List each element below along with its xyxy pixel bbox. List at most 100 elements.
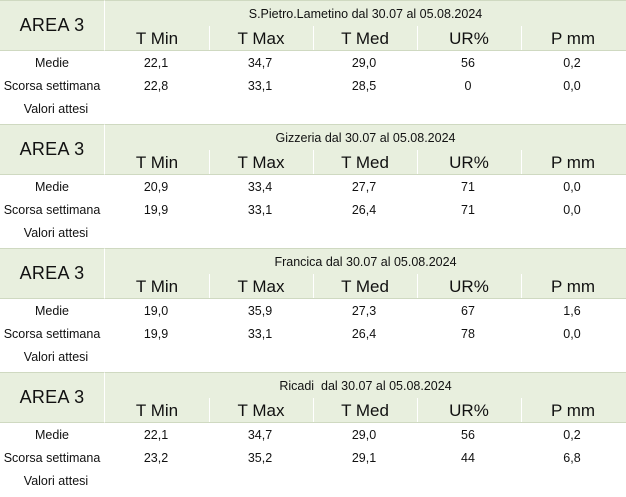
- cell-p-mm: 0,0: [563, 79, 581, 93]
- cell-ur: 71: [461, 203, 475, 217]
- header-p-mm: P mm: [550, 152, 596, 172]
- cell-t-max: 35,9: [247, 304, 273, 318]
- cell-t-med: 27,3: [351, 304, 377, 318]
- header-divider: [417, 26, 418, 50]
- column-header-row: T Min T Max T Med UR% P mm: [104, 274, 626, 299]
- header-t-max: T Max: [237, 152, 285, 172]
- header-ur: UR%: [449, 28, 489, 48]
- header-divider: [313, 26, 314, 50]
- header-divider: [521, 26, 522, 50]
- table-row-scorsa-settimana: Scorsa settimana 23,2 35,2 29,1 44 6,8: [0, 446, 626, 470]
- row-label: Valori attesi: [23, 226, 89, 240]
- header-t-max: T Max: [237, 276, 285, 296]
- column-header-row: T Min T Max T Med UR% P mm: [104, 398, 626, 423]
- station-title: Francica dal 30.07 al 05.08.2024: [104, 248, 626, 274]
- station-title: S.Pietro.Lametino dal 30.07 al 05.08.202…: [104, 0, 626, 26]
- header-divider: [521, 398, 522, 422]
- cell-t-min: 20,9: [143, 180, 169, 194]
- area-label: AREA 3: [0, 372, 104, 423]
- cell-ur: 67: [461, 304, 475, 318]
- cell-t-min: 22,8: [143, 79, 169, 93]
- table-row-scorsa-settimana: Scorsa settimana 19,9 33,1 26,4 71 0,0: [0, 198, 626, 222]
- cell-ur: 78: [461, 327, 475, 341]
- header-t-min: T Min: [135, 276, 179, 296]
- header-t-med: T Med: [341, 276, 389, 296]
- cell-t-min: 22,1: [143, 428, 169, 442]
- table-row-medie: Medie 22,1 34,7 29,0 56 0,2: [0, 423, 626, 447]
- header-t-min: T Min: [135, 152, 179, 172]
- table-row-medie: Medie 22,1 34,7 29,0 56 0,2: [0, 51, 626, 75]
- station-block-s-pietro-lametino: AREA 3 S.Pietro.Lametino dal 30.07 al 05…: [0, 0, 626, 124]
- cell-t-med: 27,7: [351, 180, 377, 194]
- cell-t-med: 26,4: [351, 203, 377, 217]
- station-title: Ricadi dal 30.07 al 05.08.2024: [104, 372, 626, 398]
- cell-t-max: 33,1: [247, 327, 273, 341]
- row-label: Scorsa settimana: [3, 327, 101, 341]
- cell-t-med: 29,0: [351, 428, 377, 442]
- table-row-scorsa-settimana: Scorsa settimana 19,9 33,1 26,4 78 0,0: [0, 322, 626, 346]
- table-row-valori-attesi: Valori attesi: [0, 469, 626, 493]
- cell-t-max: 34,7: [247, 56, 273, 70]
- row-label: Valori attesi: [23, 474, 89, 488]
- station-block-ricadi: AREA 3 Ricadi dal 30.07 al 05.08.2024 T …: [0, 372, 626, 496]
- row-label: Medie: [34, 180, 70, 194]
- row-label: Valori attesi: [23, 350, 89, 364]
- header-divider: [209, 398, 210, 422]
- cell-t-min: 19,9: [143, 203, 169, 217]
- cell-p-mm: 0,0: [563, 203, 581, 217]
- header-divider: [209, 26, 210, 50]
- header-t-med: T Med: [341, 400, 389, 420]
- cell-t-min: 23,2: [143, 451, 169, 465]
- cell-ur: 0: [464, 79, 472, 93]
- cell-t-min: 19,0: [143, 304, 169, 318]
- table-row-valori-attesi: Valori attesi: [0, 97, 626, 121]
- row-label: Medie: [34, 56, 70, 70]
- cell-t-max: 33,4: [247, 180, 273, 194]
- header-divider: [313, 274, 314, 298]
- header-ur: UR%: [449, 276, 489, 296]
- cell-t-med: 26,4: [351, 327, 377, 341]
- table-row-scorsa-settimana: Scorsa settimana 22,8 33,1 28,5 0 0,0: [0, 74, 626, 98]
- row-label: Valori attesi: [23, 102, 89, 116]
- cell-t-med: 29,1: [351, 451, 377, 465]
- header-p-mm: P mm: [550, 400, 596, 420]
- table-row-medie: Medie 19,0 35,9 27,3 67 1,6: [0, 299, 626, 323]
- area-label: AREA 3: [0, 248, 104, 299]
- row-label: Medie: [34, 428, 70, 442]
- table-row-medie: Medie 20,9 33,4 27,7 71 0,0: [0, 175, 626, 199]
- row-label: Medie: [34, 304, 70, 318]
- header-ur: UR%: [449, 400, 489, 420]
- header-t-min: T Min: [135, 28, 179, 48]
- cell-ur: 56: [461, 56, 475, 70]
- cell-p-mm: 0,2: [563, 56, 581, 70]
- cell-t-max: 33,1: [247, 79, 273, 93]
- header-t-med: T Med: [341, 28, 389, 48]
- header-divider: [521, 150, 522, 174]
- header-divider: [209, 150, 210, 174]
- row-label: Scorsa settimana: [3, 203, 101, 217]
- cell-ur: 71: [461, 180, 475, 194]
- cell-p-mm: 0,0: [563, 180, 581, 194]
- cell-p-mm: 0,2: [563, 428, 581, 442]
- header-t-max: T Max: [237, 28, 285, 48]
- cell-t-med: 28,5: [351, 79, 377, 93]
- cell-t-med: 29,0: [351, 56, 377, 70]
- header-divider: [209, 274, 210, 298]
- header-p-mm: P mm: [550, 28, 596, 48]
- header-t-min: T Min: [135, 400, 179, 420]
- cell-p-mm: 0,0: [563, 327, 581, 341]
- cell-p-mm: 1,6: [563, 304, 581, 318]
- cell-t-max: 34,7: [247, 428, 273, 442]
- cell-ur: 56: [461, 428, 475, 442]
- table-row-valori-attesi: Valori attesi: [0, 221, 626, 245]
- row-label: Scorsa settimana: [3, 451, 101, 465]
- station-title: Gizzeria dal 30.07 al 05.08.2024: [104, 124, 626, 150]
- header-divider: [417, 398, 418, 422]
- header-divider: [521, 274, 522, 298]
- header-divider: [417, 150, 418, 174]
- cell-t-max: 33,1: [247, 203, 273, 217]
- header-ur: UR%: [449, 152, 489, 172]
- area-label: AREA 3: [0, 124, 104, 175]
- cell-ur: 44: [461, 451, 475, 465]
- column-header-row: T Min T Max T Med UR% P mm: [104, 150, 626, 175]
